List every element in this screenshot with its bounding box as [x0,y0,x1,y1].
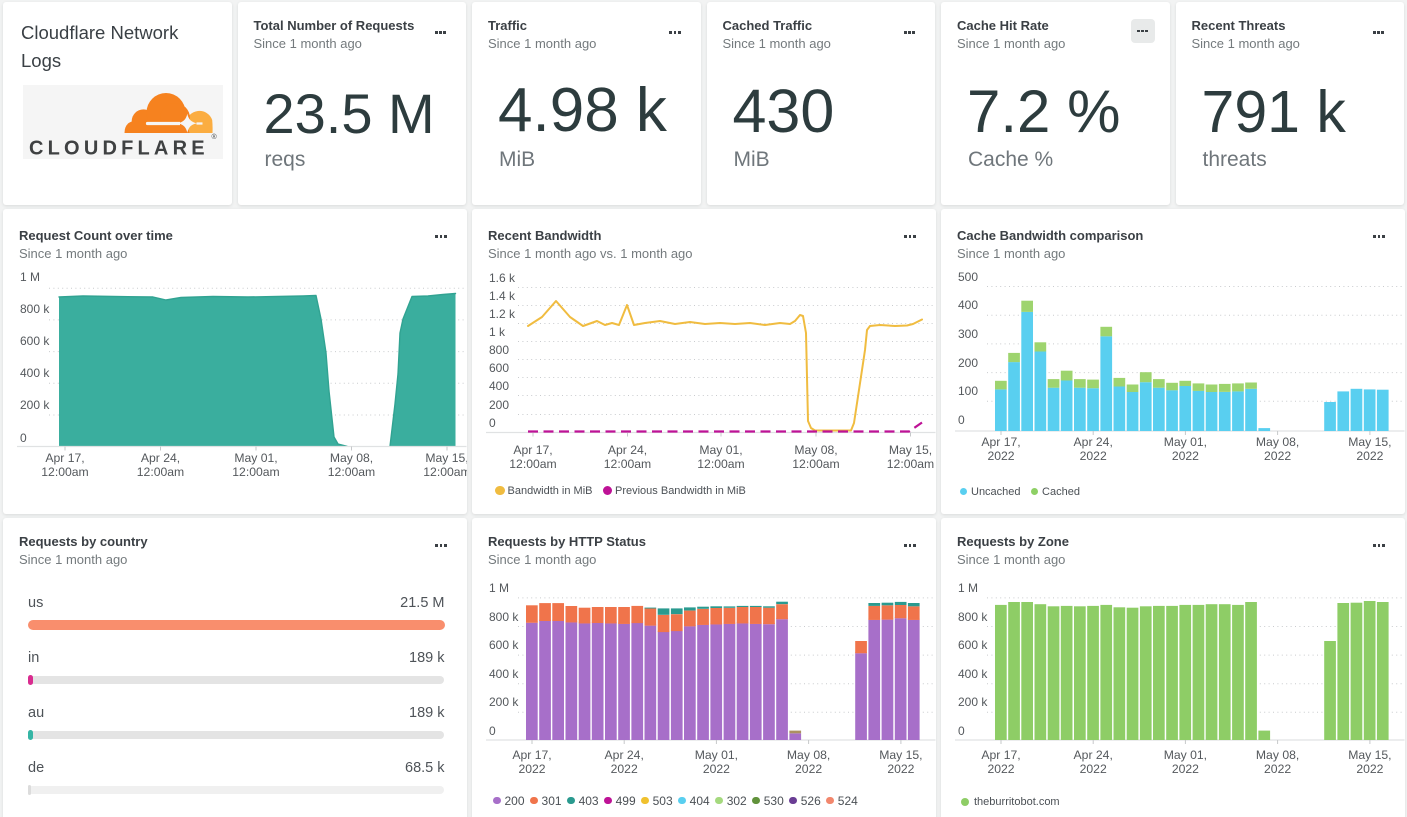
svg-text:CLOUDFLARE: CLOUDFLARE [29,138,209,160]
svg-text:®: ® [211,133,217,141]
